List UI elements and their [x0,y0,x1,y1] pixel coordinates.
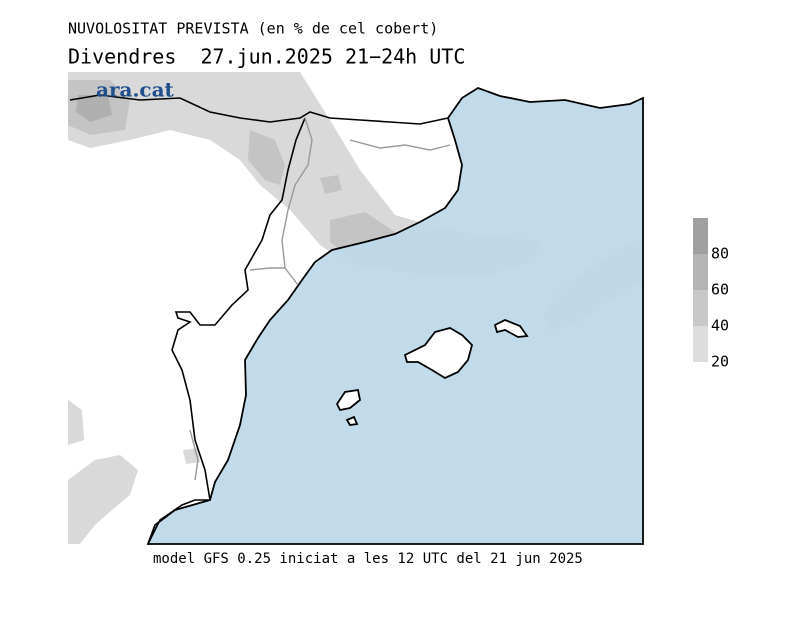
footer: model GFS 0.25 iniciat a les 12 UTC del … [153,551,583,567]
legend-label: 40 [711,317,729,335]
borders [69,94,449,545]
legend-label: 80 [711,245,729,263]
legend: 20 40 60 80 [693,218,729,371]
logo: ara.cat [96,78,175,102]
legend-label: 20 [711,353,729,371]
title: NUVOLOSITAT PREVISTA (en % de cel cobert… [68,20,438,38]
map [68,72,644,545]
legend-swatch [693,254,708,290]
legend-label: 60 [711,281,729,299]
subtitle: Divendres 27.jun.2025 21−24h UTC [68,45,465,69]
islands [335,319,529,426]
legend-swatch [693,218,708,254]
legend-swatch [693,326,708,362]
regional-borders [189,117,451,481]
legend-swatch [693,290,708,326]
sea [146,87,644,545]
